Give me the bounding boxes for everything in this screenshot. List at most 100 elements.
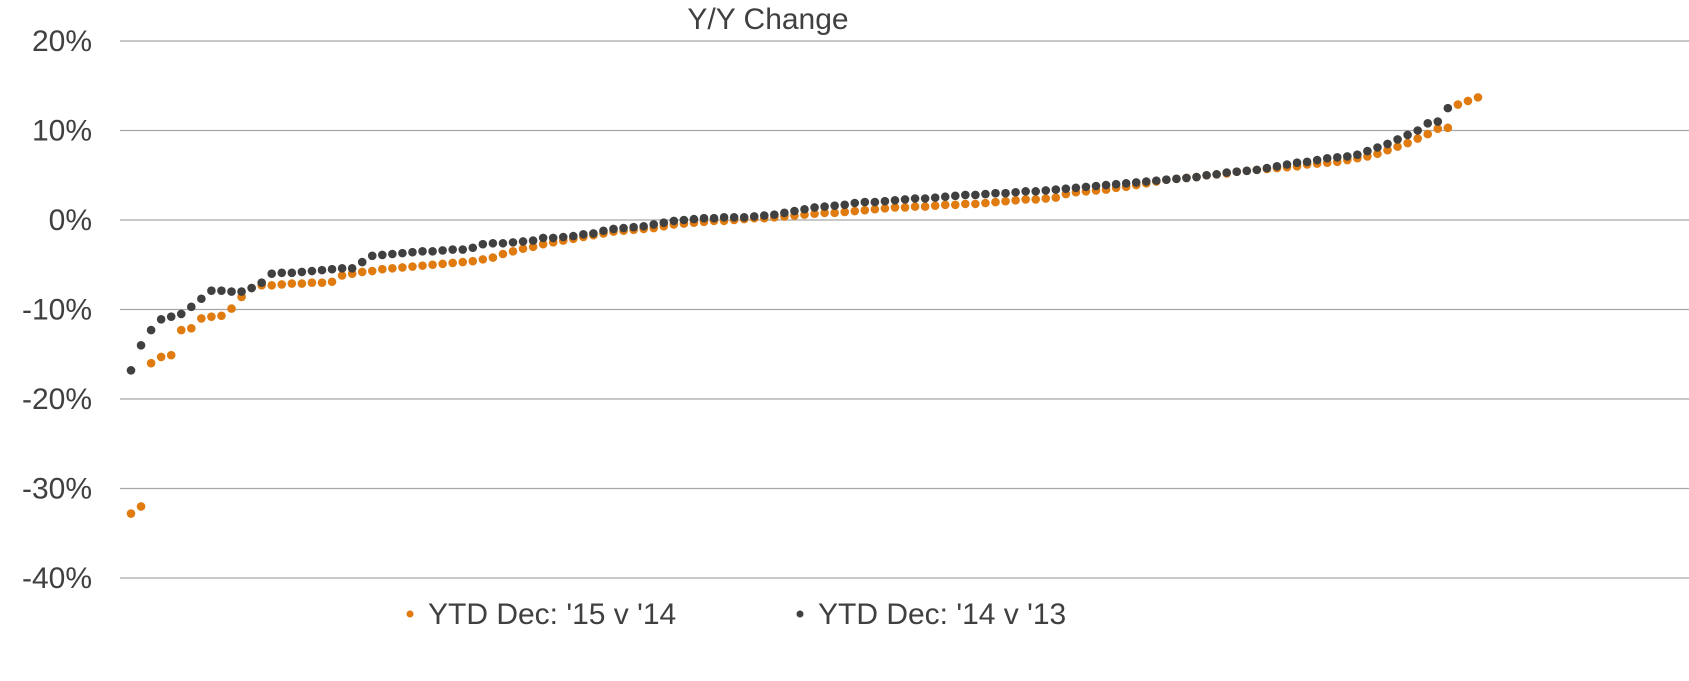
point [528, 242, 538, 252]
point [1141, 177, 1151, 186]
point [659, 218, 669, 227]
point [1433, 117, 1443, 126]
point [317, 278, 327, 287]
point [920, 194, 930, 203]
point [1061, 184, 1071, 193]
point [1393, 142, 1402, 151]
point [438, 259, 447, 269]
point [699, 213, 709, 223]
point [176, 309, 186, 319]
point [337, 271, 347, 280]
point [810, 203, 819, 212]
point [428, 260, 437, 270]
point [1131, 178, 1141, 187]
point [961, 190, 970, 200]
point [126, 366, 136, 375]
y-tick-label: -30% [22, 472, 92, 505]
point [217, 286, 226, 296]
point [1393, 135, 1402, 144]
point [1011, 196, 1020, 205]
point [759, 211, 769, 220]
point [1081, 182, 1091, 192]
legend-marker [796, 610, 804, 618]
point [297, 279, 307, 288]
point [1322, 153, 1332, 163]
point [599, 226, 608, 236]
point [840, 200, 850, 210]
point [719, 213, 729, 222]
point [810, 209, 819, 219]
point [770, 210, 779, 219]
point [478, 255, 488, 264]
point [297, 267, 307, 277]
point [1423, 129, 1433, 139]
point [1051, 193, 1061, 202]
point [981, 198, 990, 208]
point [900, 203, 910, 212]
point [508, 238, 518, 247]
point [317, 265, 327, 275]
point [538, 239, 548, 249]
point [357, 267, 367, 277]
point [1192, 172, 1201, 182]
point [1383, 145, 1392, 155]
point [689, 214, 699, 224]
point [1373, 143, 1382, 152]
point [498, 238, 508, 248]
point [428, 247, 437, 256]
point [458, 245, 468, 254]
point [528, 236, 538, 245]
point [1282, 160, 1292, 169]
point [498, 249, 508, 259]
point [327, 277, 337, 287]
point [488, 238, 498, 248]
point [408, 247, 417, 257]
point [1041, 194, 1051, 203]
point [1031, 195, 1041, 204]
point [1162, 175, 1171, 185]
point [408, 262, 417, 271]
point [1011, 187, 1020, 197]
point [1312, 155, 1322, 165]
point [1001, 188, 1010, 198]
point [146, 325, 156, 335]
point [478, 239, 488, 249]
point [327, 264, 337, 274]
point [378, 250, 387, 260]
point [880, 204, 890, 213]
point [860, 205, 870, 215]
point [207, 312, 216, 321]
point [749, 212, 759, 221]
point [197, 294, 206, 304]
point [1433, 124, 1443, 134]
point [1051, 185, 1061, 194]
point [1252, 165, 1262, 175]
point [1373, 149, 1382, 159]
point [820, 202, 829, 211]
point [1212, 170, 1221, 179]
point [1413, 134, 1422, 143]
point [860, 197, 870, 207]
point [267, 269, 277, 279]
point [468, 256, 478, 266]
point [780, 208, 789, 218]
point [227, 304, 236, 313]
point [850, 198, 860, 208]
point [940, 200, 950, 210]
y-tick-label: -20% [22, 383, 92, 416]
point [639, 221, 648, 231]
point [156, 352, 166, 362]
point [1262, 163, 1272, 173]
point [971, 199, 980, 209]
point [910, 194, 920, 203]
point [187, 302, 196, 312]
point [357, 257, 367, 267]
point [709, 213, 719, 223]
point [1111, 179, 1121, 189]
point [1343, 152, 1352, 161]
point [1332, 153, 1342, 162]
point [1403, 138, 1412, 148]
point [518, 244, 528, 253]
point [388, 249, 397, 259]
point [930, 193, 940, 202]
